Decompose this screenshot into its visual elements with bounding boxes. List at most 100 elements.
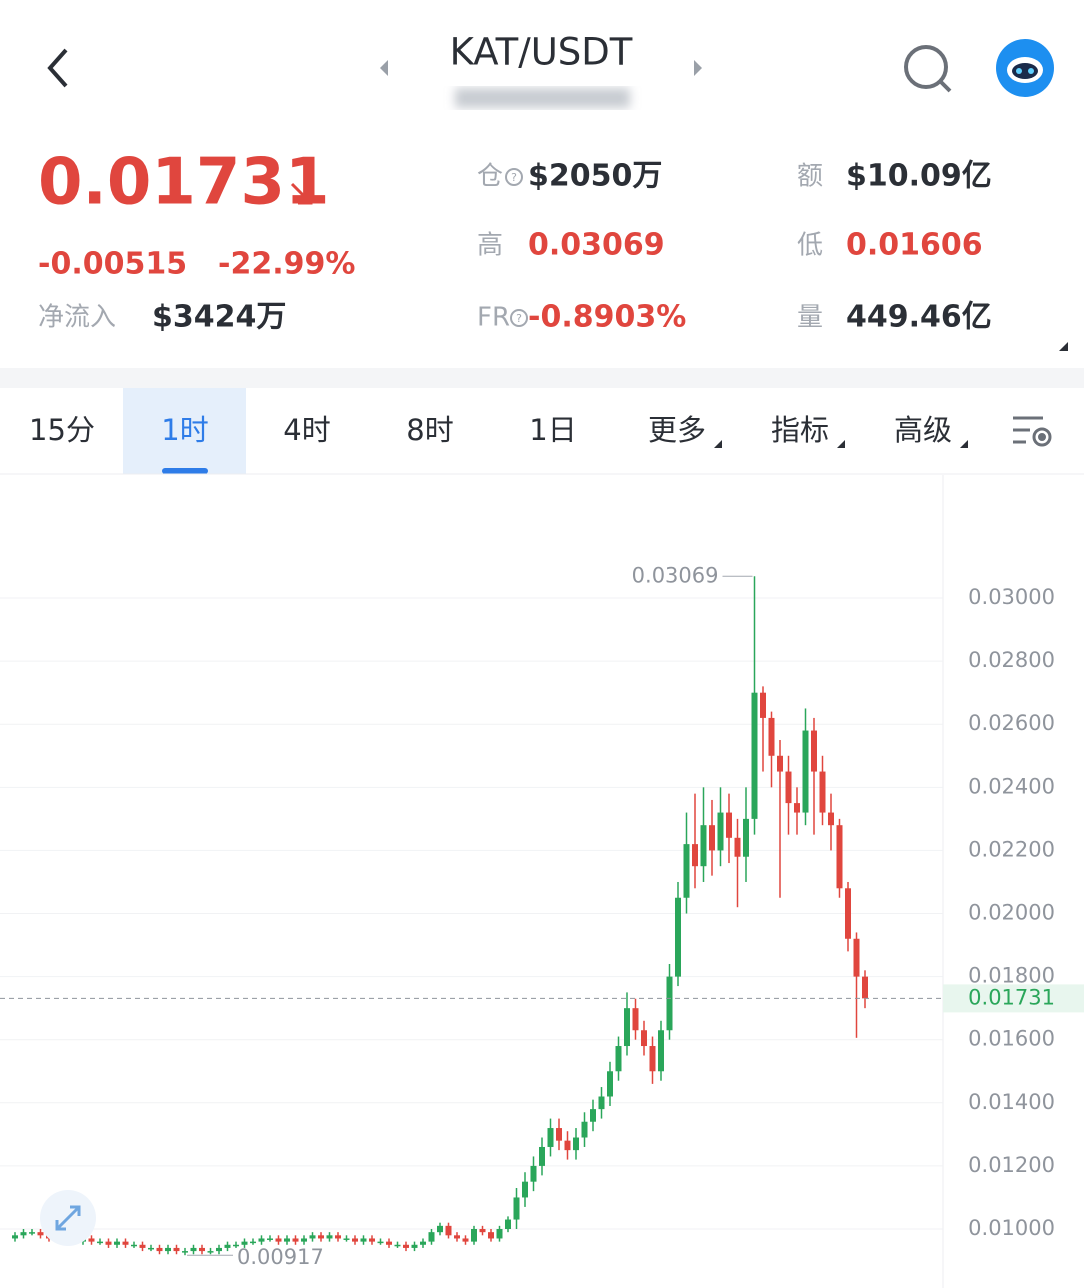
y-tick-label: 0.01400 [968, 1090, 1055, 1114]
candle-body [131, 1244, 137, 1247]
candle-body [471, 1229, 477, 1242]
tab[interactable]: 1时 [161, 413, 208, 447]
last-price: 0.01731 [38, 146, 330, 220]
candle-body [224, 1244, 231, 1248]
help-icon[interactable]: ? [510, 309, 528, 327]
candle-body [462, 1238, 469, 1242]
stat-value: 0.01606 [846, 228, 983, 263]
candle-body [641, 1030, 647, 1047]
candle-body [105, 1241, 112, 1245]
help-icon[interactable]: ? [505, 168, 523, 186]
dropdown-caret [960, 440, 968, 448]
last-price-tag [943, 984, 1084, 1013]
candle-body [301, 1238, 307, 1242]
candle-body [505, 1219, 511, 1230]
tab[interactable]: 15分 [29, 413, 95, 447]
candle-body [573, 1137, 579, 1151]
max-label: 0.03069 [632, 563, 719, 587]
candle-body [139, 1244, 146, 1248]
avatar[interactable] [996, 39, 1054, 97]
candle-body [420, 1241, 426, 1245]
stat-label: 高 [477, 231, 503, 261]
y-tick-label: 0.02000 [968, 901, 1055, 925]
candle-body [343, 1238, 350, 1240]
candle-body [122, 1241, 129, 1245]
expand-corner[interactable] [1059, 342, 1068, 351]
candle-body [802, 730, 809, 813]
candle-body [292, 1238, 299, 1242]
candle-body [811, 730, 817, 772]
settings-icon[interactable] [1013, 416, 1052, 447]
candle-body [692, 844, 698, 867]
candle-body [114, 1241, 120, 1245]
back-button[interactable] [47, 48, 68, 88]
candle-body [199, 1247, 205, 1252]
candle-body [216, 1247, 222, 1252]
candle-body [97, 1241, 103, 1244]
down-arrow-icon [290, 182, 313, 205]
fullscreen-button[interactable] [40, 1190, 96, 1246]
candle-body [700, 825, 707, 867]
candle-body [403, 1244, 409, 1248]
candle-body [37, 1232, 44, 1236]
candle-body [369, 1238, 375, 1242]
pair-title: KAT/USDT [450, 31, 633, 74]
candle-body [275, 1238, 282, 1242]
stat-label: 额 [797, 162, 823, 192]
tab[interactable]: 4时 [283, 413, 330, 447]
candle-body [479, 1229, 486, 1233]
y-tick-label: 0.01200 [968, 1153, 1055, 1177]
y-tick-label: 0.03000 [968, 585, 1055, 609]
candle-body [564, 1140, 571, 1151]
stat-label: 低 [797, 231, 823, 261]
candle-body [241, 1241, 248, 1245]
next-arrow[interactable] [694, 60, 702, 76]
candle-body [615, 1046, 622, 1072]
candle-body [836, 825, 843, 889]
tab[interactable]: 8时 [406, 413, 453, 447]
candle-body [581, 1121, 588, 1138]
blurred-subtitle [455, 88, 630, 108]
candle-body [632, 1008, 639, 1031]
candle-body [250, 1241, 256, 1244]
tab-highlight [123, 388, 246, 474]
price-change: -0.00515 [38, 247, 187, 282]
y-tick-label: 0.01600 [968, 1027, 1055, 1051]
tab[interactable]: 高级 [894, 413, 952, 447]
candle-body [335, 1235, 341, 1239]
candle-body [853, 938, 860, 977]
candle-body [267, 1238, 273, 1240]
candle-body [658, 1030, 664, 1072]
last-price-label: 0.01731 [968, 985, 1055, 1009]
candle-body [590, 1109, 596, 1122]
candle-body [726, 812, 732, 838]
candle-body [445, 1225, 452, 1236]
candle-body [454, 1235, 460, 1239]
y-tick-label: 0.01800 [968, 964, 1055, 988]
candle-body [539, 1146, 545, 1166]
candle-body [12, 1235, 18, 1239]
candle-body [828, 812, 834, 826]
candle-body [377, 1241, 384, 1244]
candle-body [360, 1238, 367, 1242]
candle-body [777, 755, 783, 772]
candle-body [598, 1096, 605, 1110]
prev-arrow[interactable] [380, 60, 388, 76]
candle-body [284, 1238, 290, 1242]
tab[interactable]: 更多 [648, 413, 706, 447]
candle-body [760, 692, 766, 718]
tab-underline [162, 468, 208, 474]
y-tick-label: 0.02800 [968, 648, 1055, 672]
candle-body [394, 1244, 401, 1247]
candle-body [190, 1247, 197, 1252]
candle-body [845, 888, 851, 939]
candle-body [437, 1225, 443, 1233]
candle-body [649, 1046, 656, 1072]
candle-body [862, 976, 868, 999]
candle-body [675, 897, 681, 977]
tab[interactable]: 指标 [771, 413, 829, 447]
tab[interactable]: 1日 [529, 413, 576, 447]
stat-value: -0.8903% [528, 300, 686, 335]
search-button[interactable] [904, 45, 952, 93]
candle-body [148, 1247, 154, 1250]
